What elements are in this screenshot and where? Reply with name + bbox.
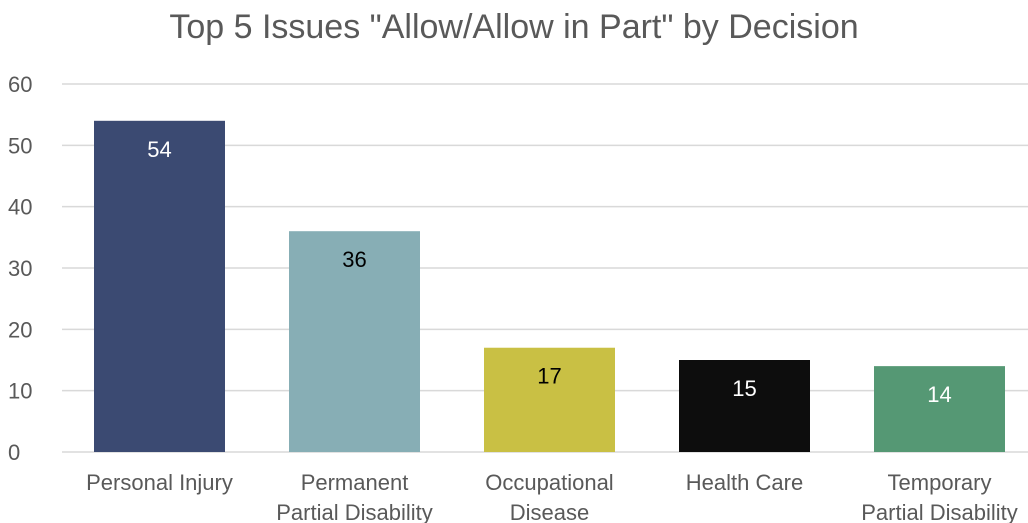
y-axis-ticks: 0 10 20 30 40 50 60	[8, 72, 32, 465]
data-label: 15	[732, 376, 756, 401]
x-tick-label: Health Care	[686, 470, 803, 495]
bar	[679, 360, 810, 452]
data-label: 14	[927, 382, 951, 407]
y-tick-label: 50	[8, 133, 32, 158]
bar	[289, 231, 420, 452]
y-tick-label: 0	[8, 440, 20, 465]
x-tick-label: Personal Injury	[86, 470, 233, 495]
x-tick-label: Temporary Partial Disability	[861, 470, 1018, 523]
y-tick-label: 60	[8, 72, 32, 97]
x-tick-label: Permanent Partial Disability	[276, 470, 433, 523]
y-tick-label: 40	[8, 195, 32, 220]
data-label: 54	[147, 137, 171, 162]
chart-title: Top 5 Issues "Allow/Allow in Part" by De…	[169, 8, 859, 46]
x-axis-ticks: Personal Injury Permanent Partial Disabili…	[86, 470, 1018, 523]
bar	[94, 120, 225, 453]
data-label: 36	[342, 247, 366, 272]
y-tick-label: 30	[8, 256, 32, 281]
bar	[484, 347, 615, 452]
y-tick-label: 20	[8, 317, 32, 342]
bars	[94, 120, 1005, 453]
data-label: 17	[537, 364, 561, 389]
bar	[874, 366, 1005, 452]
y-tick-label: 10	[8, 379, 32, 404]
data-labels: 54 36 17 15 14	[147, 137, 951, 407]
x-tick-label: Occupational Disease	[485, 470, 613, 523]
